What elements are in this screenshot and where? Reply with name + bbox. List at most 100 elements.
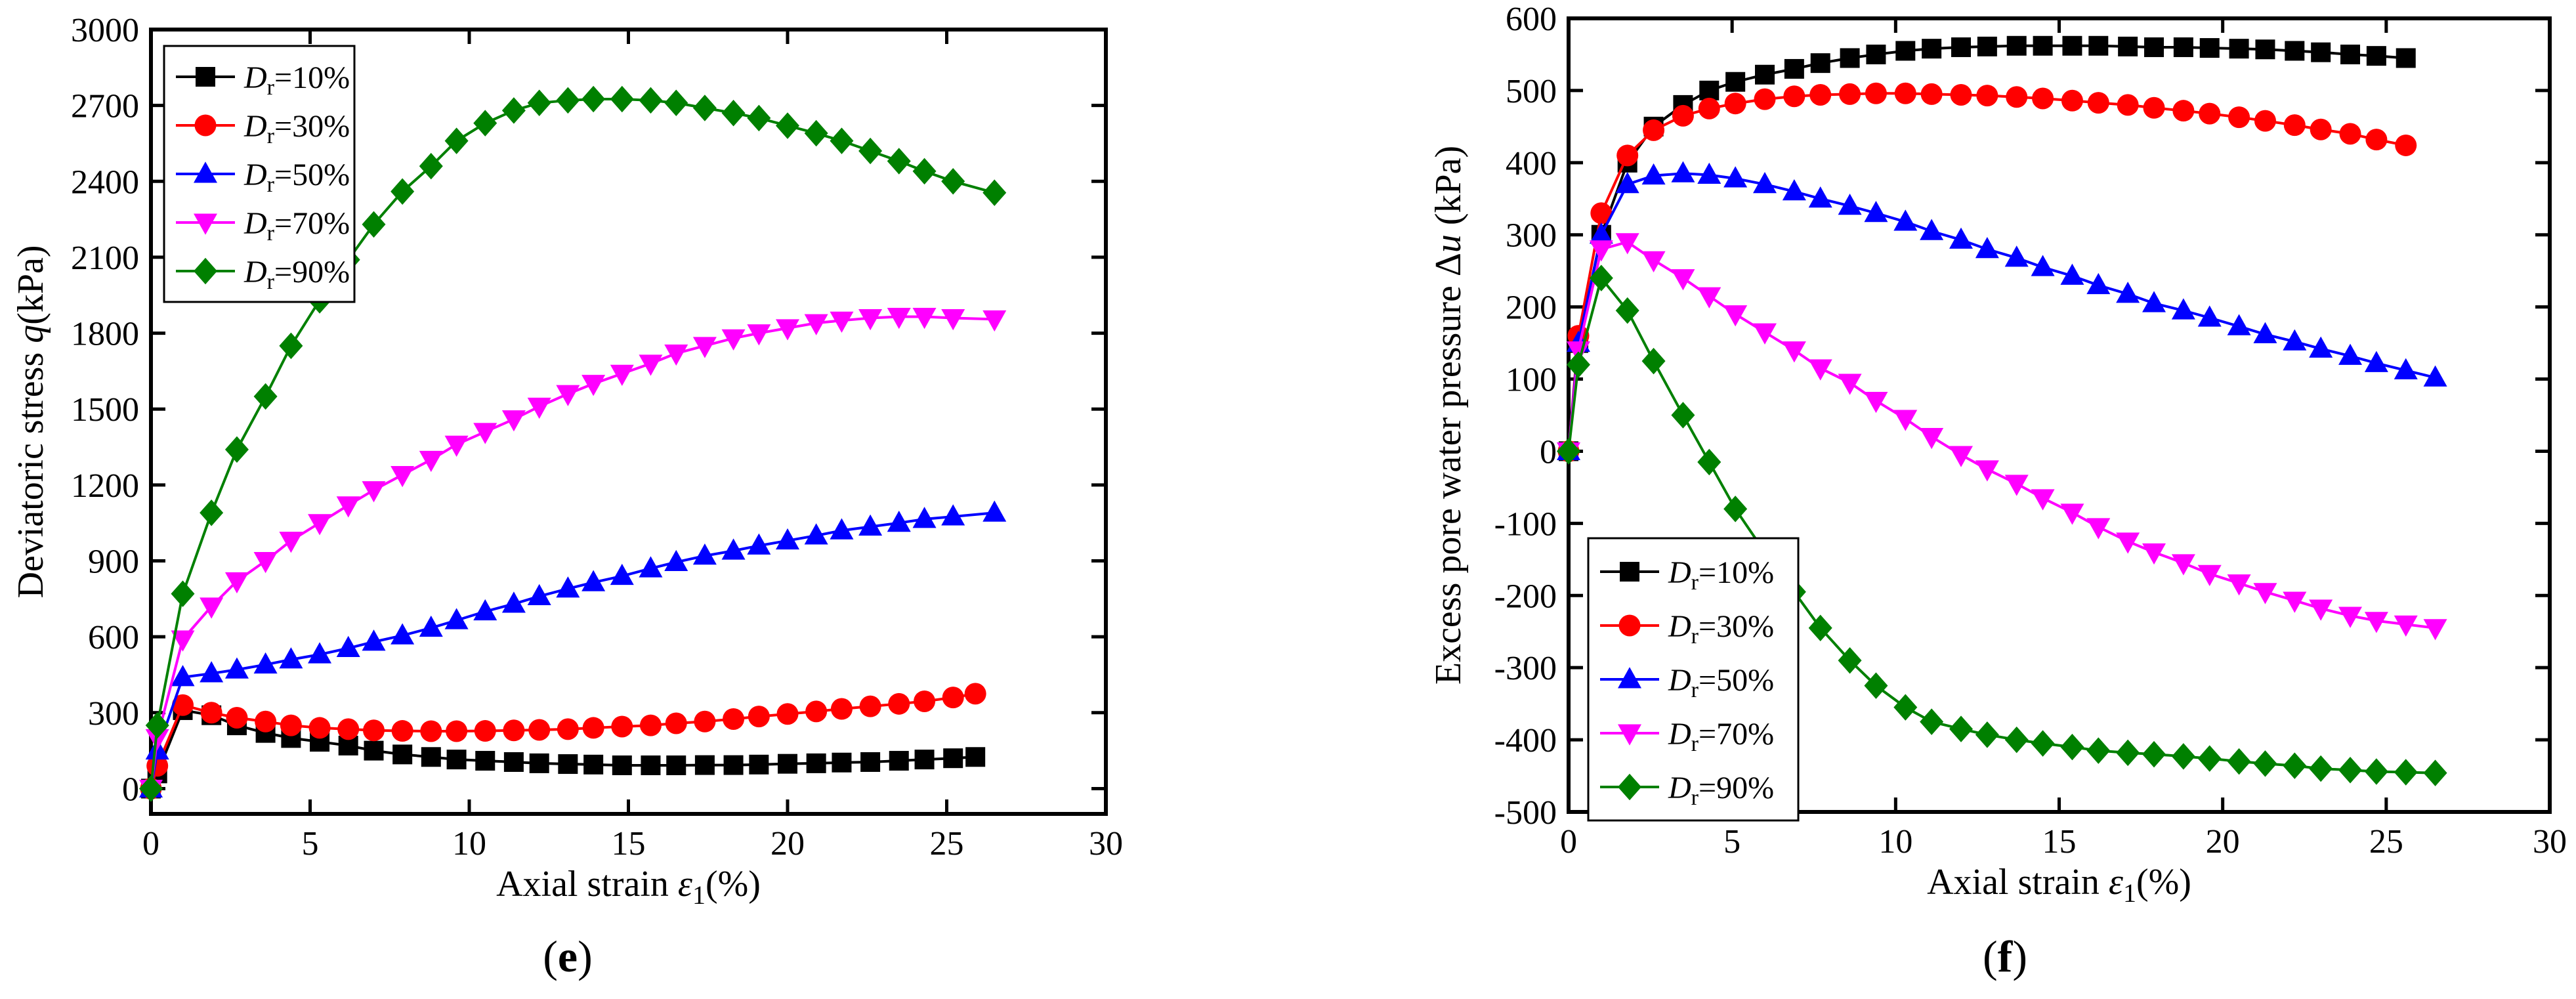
y-tick-label: -200 xyxy=(1494,578,1557,615)
data-point-dr30 xyxy=(1950,84,1972,106)
data-point-dr30 xyxy=(748,706,770,728)
data-point-dr90 xyxy=(2004,726,2029,754)
panel-label-f: (f) xyxy=(1983,931,2027,981)
data-point-dr30 xyxy=(1590,202,1613,224)
data-point-dr70 xyxy=(473,423,497,444)
data-point-dr50 xyxy=(1838,194,1862,215)
data-point-dr90 xyxy=(2031,730,2055,757)
data-point-dr50 xyxy=(362,629,386,651)
data-point-dr30 xyxy=(1754,88,1776,110)
data-point-dr90 xyxy=(2253,750,2277,777)
data-point-dr70 xyxy=(2253,583,2277,605)
data-point-dr30 xyxy=(557,718,579,740)
data-point-dr30 xyxy=(420,720,442,742)
y-tick-label: 2100 xyxy=(71,240,139,277)
panel-label-e: (e) xyxy=(543,931,593,981)
y-tick-label: 200 xyxy=(1506,289,1557,327)
data-point-dr10 xyxy=(2118,36,2138,56)
legend-label-dr90: Dr=90% xyxy=(1668,771,1774,810)
data-point-dr70 xyxy=(2364,612,2388,633)
data-point-dr10 xyxy=(2006,35,2027,56)
x-tick-label: 5 xyxy=(302,825,319,862)
y-tick-label: 2700 xyxy=(71,88,139,125)
data-point-dr70 xyxy=(145,729,169,751)
series-line-dr50 xyxy=(1567,172,2436,452)
legend-label-dr50: Dr=50% xyxy=(243,158,350,197)
data-point-dr10 xyxy=(583,754,604,775)
data-point-dr50 xyxy=(982,500,1007,522)
data-point-dr10 xyxy=(2033,35,2053,56)
legend-label-dr50: Dr=50% xyxy=(1668,663,1774,702)
legend-label-dr30: Dr=30% xyxy=(1668,609,1774,648)
data-point-dr90 xyxy=(279,332,303,360)
data-point-dr50 xyxy=(200,661,224,683)
data-point-dr30 xyxy=(582,717,604,739)
data-point-dr30 xyxy=(2395,134,2417,156)
data-point-dr50 xyxy=(2086,272,2111,295)
data-point-dr50 xyxy=(2171,298,2195,320)
y-tick-label: -400 xyxy=(1494,722,1557,759)
data-point-dr50 xyxy=(2394,358,2418,379)
data-point-dr70 xyxy=(2338,606,2363,628)
data-point-dr90 xyxy=(2283,752,2307,779)
data-point-dr90 xyxy=(1893,694,1918,721)
data-point-dr50 xyxy=(887,510,911,532)
data-point-dr90 xyxy=(2364,758,2388,785)
x-tick-label: 0 xyxy=(1560,823,1577,861)
data-point-dr70 xyxy=(1671,269,1695,291)
data-point-dr10 xyxy=(1755,64,1775,85)
data-point-dr50 xyxy=(1753,172,1777,194)
data-point-dr90 xyxy=(1641,347,1666,375)
data-point-dr30 xyxy=(830,698,853,720)
data-point-dr70 xyxy=(982,310,1007,332)
y-tick-label: 0 xyxy=(1540,433,1557,471)
data-point-dr70 xyxy=(1723,305,1748,327)
data-point-dr50 xyxy=(2004,245,2029,267)
data-point-dr30 xyxy=(280,714,302,736)
data-point-dr30 xyxy=(503,719,525,742)
y-tick-label: -300 xyxy=(1494,650,1557,687)
data-point-dr30 xyxy=(2199,102,2221,125)
data-point-dr30 xyxy=(2254,110,2276,132)
data-point-dr50 xyxy=(858,514,883,536)
data-point-dr50 xyxy=(912,507,937,528)
data-point-dr90 xyxy=(912,158,937,185)
data-point-dr50 xyxy=(1864,201,1888,223)
data-point-dr70 xyxy=(308,514,332,536)
data-point-dr70 xyxy=(1753,323,1777,345)
legend-marker-dr30 xyxy=(194,114,217,137)
data-point-dr70 xyxy=(1615,233,1639,255)
data-point-dr10 xyxy=(666,755,686,775)
data-point-dr50 xyxy=(804,523,828,545)
data-point-dr50 xyxy=(2227,314,2251,335)
data-point-dr50 xyxy=(1893,209,1918,231)
data-point-dr70 xyxy=(1864,392,1888,414)
data-point-dr30 xyxy=(914,690,936,712)
legend-label-dr10: Dr=10% xyxy=(1668,555,1774,595)
data-point-dr90 xyxy=(858,137,883,165)
data-point-dr10 xyxy=(965,747,986,767)
data-point-dr30 xyxy=(1976,85,1998,107)
data-point-dr90 xyxy=(2394,759,2418,786)
y-tick-label: 900 xyxy=(88,543,139,581)
data-point-dr90 xyxy=(639,87,663,114)
data-point-dr50 xyxy=(941,504,965,526)
data-point-dr30 xyxy=(2365,129,2388,151)
x-tick-label: 20 xyxy=(2206,823,2240,861)
data-point-dr10 xyxy=(2173,37,2193,57)
data-point-dr70 xyxy=(858,308,883,331)
data-point-dr50 xyxy=(1782,179,1806,201)
legend-marker-dr70 xyxy=(194,213,217,235)
data-point-dr10 xyxy=(1699,80,1720,100)
data-point-dr70 xyxy=(2394,615,2418,637)
data-point-dr10 xyxy=(694,755,715,775)
data-point-dr70 xyxy=(1838,373,1862,395)
data-point-dr10 xyxy=(1977,36,1997,56)
data-point-dr10 xyxy=(2366,46,2386,66)
data-point-dr50 xyxy=(2116,282,2140,303)
data-point-dr30 xyxy=(2032,87,2054,110)
data-point-dr50 xyxy=(444,608,469,629)
data-point-dr70 xyxy=(639,354,663,376)
data-point-dr90 xyxy=(941,168,965,195)
